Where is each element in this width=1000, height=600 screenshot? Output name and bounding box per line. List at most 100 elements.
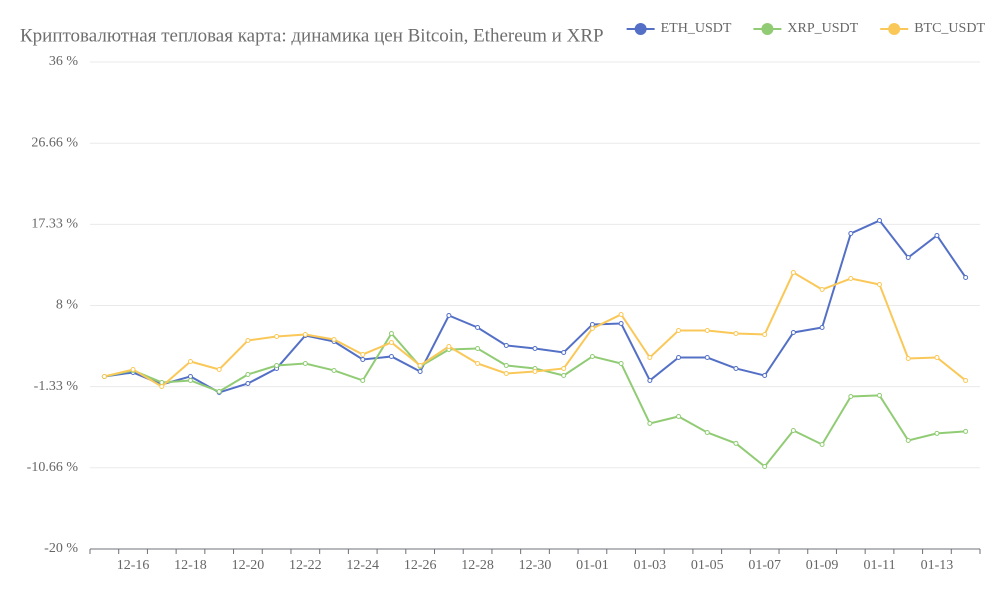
point: [187, 359, 193, 365]
point: [159, 383, 165, 389]
x-tick-label: 12-20: [232, 558, 265, 573]
point: [905, 437, 911, 443]
point: [532, 345, 538, 351]
point: [905, 254, 911, 260]
point: [618, 321, 624, 327]
point: [963, 428, 969, 434]
point: [503, 363, 509, 369]
x-tick-label: 01-13: [921, 558, 954, 573]
point: [475, 345, 481, 351]
point: [388, 339, 394, 345]
point: [245, 337, 251, 343]
x-tick-label: 12-18: [174, 558, 207, 573]
point: [274, 333, 280, 339]
x-tick-label: 12-16: [117, 558, 150, 573]
point: [618, 311, 624, 317]
x-tick-label: 01-07: [748, 558, 781, 573]
point: [475, 325, 481, 331]
legend-label[interactable]: XRP_USDT: [787, 21, 858, 36]
point: [388, 331, 394, 337]
x-tick-label: 12-28: [461, 558, 494, 573]
point: [762, 331, 768, 337]
point: [762, 373, 768, 379]
point: [963, 274, 969, 280]
point: [589, 325, 595, 331]
point: [245, 371, 251, 377]
point: [589, 321, 595, 327]
point: [733, 331, 739, 337]
point: [848, 393, 854, 399]
point: [360, 357, 366, 363]
point: [733, 440, 739, 446]
point: [762, 463, 768, 469]
point: [216, 389, 222, 395]
point: [388, 353, 394, 359]
y-tick-label: -1.33 %: [34, 379, 79, 394]
point: [963, 377, 969, 383]
x-tick-label: 01-03: [634, 558, 667, 573]
point: [417, 363, 423, 369]
point: [561, 349, 567, 355]
x-tick-label: 01-05: [691, 558, 724, 573]
x-tick-label: 12-24: [346, 558, 379, 573]
point: [934, 430, 940, 436]
point: [417, 369, 423, 375]
point: [877, 282, 883, 288]
legend-label[interactable]: BTC_USDT: [914, 21, 985, 36]
series-line: [104, 331, 966, 468]
point: [331, 367, 337, 373]
y-tick-label: 36 %: [49, 54, 79, 69]
point: [848, 230, 854, 236]
point: [819, 325, 825, 331]
point: [877, 218, 883, 224]
point: [647, 355, 653, 361]
point: [503, 371, 509, 377]
point: [790, 329, 796, 335]
chart-title: Криптовалютная тепловая карта: динамика …: [20, 25, 604, 46]
point: [647, 420, 653, 426]
x-tick-label: 12-30: [519, 558, 552, 573]
point: [618, 361, 624, 367]
point: [360, 377, 366, 383]
point: [159, 379, 165, 385]
point: [216, 367, 222, 373]
point: [676, 413, 682, 419]
point: [704, 429, 710, 435]
point: [274, 363, 280, 369]
y-tick-label: 26.66 %: [31, 135, 78, 150]
x-tick-label: 01-01: [576, 558, 609, 573]
y-tick-label: 17.33 %: [31, 217, 78, 232]
point: [561, 373, 567, 379]
point: [446, 313, 452, 319]
y-tick-label: -20 %: [44, 541, 78, 556]
point: [848, 276, 854, 282]
point: [790, 427, 796, 433]
point: [819, 286, 825, 292]
point: [532, 369, 538, 375]
point: [302, 361, 308, 367]
y-tick-label: -10.66 %: [27, 460, 79, 475]
point: [302, 331, 308, 337]
point: [819, 441, 825, 447]
point: [676, 327, 682, 333]
legend-label[interactable]: ETH_USDT: [661, 21, 732, 36]
point: [101, 373, 107, 379]
point: [704, 355, 710, 361]
point: [245, 381, 251, 387]
point: [704, 327, 710, 333]
point: [130, 367, 136, 373]
point: [187, 373, 193, 379]
point: [905, 355, 911, 361]
point: [877, 392, 883, 398]
point: [647, 377, 653, 383]
point: [589, 353, 595, 359]
point: [676, 355, 682, 361]
point: [733, 365, 739, 371]
x-tick-label: 12-22: [289, 558, 322, 573]
point: [446, 343, 452, 349]
point: [790, 270, 796, 276]
point: [187, 377, 193, 383]
y-tick-label: 8 %: [56, 298, 79, 313]
legend-swatch: [761, 23, 774, 35]
